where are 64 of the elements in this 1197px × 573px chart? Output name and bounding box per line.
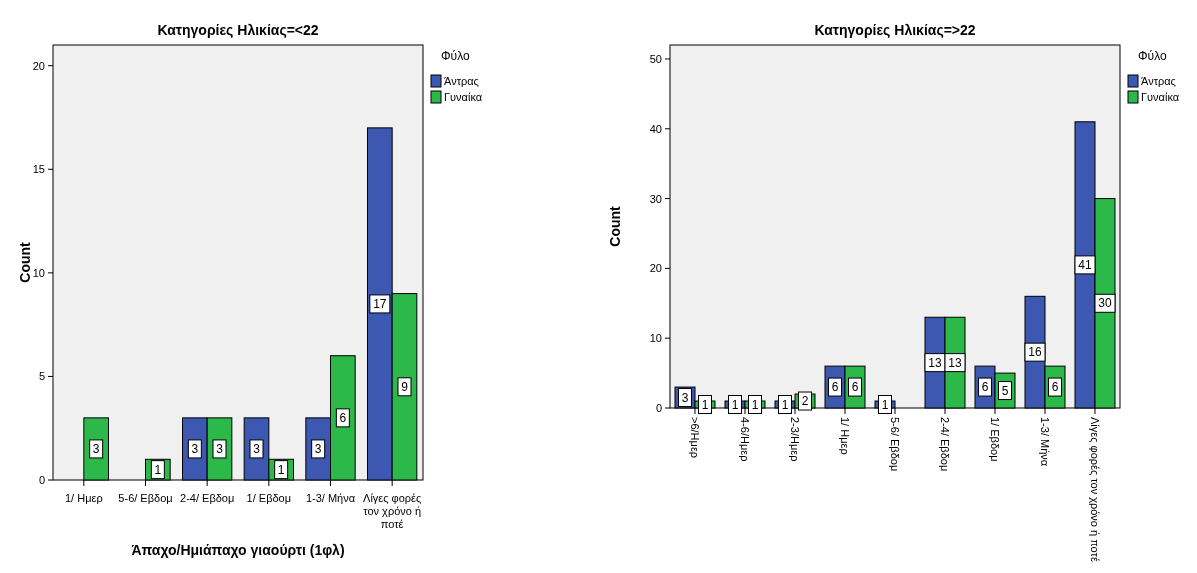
data-label: 2 bbox=[801, 394, 809, 409]
data-label: 13 bbox=[928, 355, 942, 370]
y-tick-label: 5 bbox=[38, 370, 45, 383]
y-tick-label: 50 bbox=[649, 52, 662, 65]
legend-title: Φύλο bbox=[1138, 49, 1167, 63]
data-label: 3 bbox=[314, 441, 322, 456]
data-label: 1 bbox=[751, 397, 759, 412]
legend-label: Γυναίκα bbox=[444, 91, 483, 103]
data-label: 17 bbox=[373, 296, 387, 311]
data-label: 3 bbox=[681, 390, 689, 405]
x-axis-title: Άπαχο/Ημιάπαχο γιαούρτι (1φλ) bbox=[131, 542, 345, 558]
data-label: 3 bbox=[191, 441, 199, 456]
y-tick-label: 10 bbox=[649, 332, 662, 345]
legend-label: Άντρας bbox=[1141, 75, 1176, 87]
x-tick-label: 1/ Ημερ bbox=[64, 492, 103, 504]
data-label: 6 bbox=[1051, 380, 1059, 395]
data-label: 13 bbox=[948, 355, 962, 370]
legend-label: Άντρας bbox=[444, 75, 479, 87]
x-tick-label: 2-4/ Εβδομ bbox=[180, 492, 235, 504]
legend-label: Γυναίκα bbox=[1141, 91, 1180, 103]
data-label: 1 bbox=[277, 462, 285, 477]
data-label: 1 bbox=[154, 462, 162, 477]
y-tick-label: 30 bbox=[649, 192, 662, 205]
data-label: 6 bbox=[981, 380, 989, 395]
legend-title: Φύλο bbox=[441, 49, 470, 63]
x-tick-label: 2-4/ Εβδομ bbox=[939, 417, 951, 472]
data-label: 6 bbox=[851, 380, 859, 395]
x-tick-label: 1/ Εβδομ bbox=[246, 492, 292, 504]
data-label: 16 bbox=[1028, 345, 1042, 360]
data-label: 9 bbox=[401, 379, 409, 394]
data-label: 1 bbox=[701, 397, 709, 412]
data-label: 3 bbox=[92, 441, 100, 456]
data-label: 1 bbox=[731, 397, 739, 412]
x-tick-label: >6/Ημερ bbox=[689, 417, 701, 459]
x-tick-label: 5-6/ Εβδομ bbox=[118, 492, 173, 504]
y-tick-label: 15 bbox=[32, 163, 45, 176]
y-tick-label: 0 bbox=[655, 402, 662, 414]
x-tick-label: 5-6/ Εβδομ bbox=[889, 417, 901, 472]
x-tick-label: Λίγες φορές τον χρόνο ή ποτέ bbox=[363, 492, 422, 530]
y-tick-label: 20 bbox=[649, 262, 662, 275]
x-tick-label: Λίγες φορές τον χρόνο ή ποτέ bbox=[1089, 417, 1101, 562]
data-label: 1 bbox=[781, 397, 789, 412]
y-tick-label: 40 bbox=[649, 122, 662, 135]
x-tick-label: 4-6/Ημερ bbox=[739, 417, 751, 462]
y-tick-label: 20 bbox=[32, 59, 45, 72]
x-tick-label: 1-3/ Μήνα bbox=[305, 492, 356, 504]
data-label: 5 bbox=[1001, 383, 1009, 398]
data-label: 6 bbox=[831, 380, 839, 395]
y-tick-label: 0 bbox=[38, 474, 45, 486]
data-label: 1 bbox=[881, 397, 889, 412]
x-tick-label: 1/ Εβδομ bbox=[989, 417, 1001, 462]
y-axis-title: Count bbox=[607, 205, 623, 247]
x-tick-label: 1/ Ημερ bbox=[839, 417, 851, 455]
data-label: 41 bbox=[1078, 257, 1092, 272]
chart-title: Κατηγορίες Ηλικίας=>22 bbox=[814, 22, 976, 38]
y-axis-title: Count bbox=[17, 241, 33, 283]
data-label: 6 bbox=[339, 410, 347, 425]
chart-title: Κατηγορίες Ηλικίας=<22 bbox=[157, 22, 319, 38]
data-label: 3 bbox=[253, 441, 261, 456]
y-tick-label: 10 bbox=[32, 266, 45, 279]
data-label: 3 bbox=[216, 441, 224, 456]
x-tick-label: 1-3/ Μήνα bbox=[1039, 417, 1051, 467]
data-label: 30 bbox=[1098, 296, 1112, 311]
x-tick-label: 2-3/Ημερ bbox=[789, 417, 801, 462]
